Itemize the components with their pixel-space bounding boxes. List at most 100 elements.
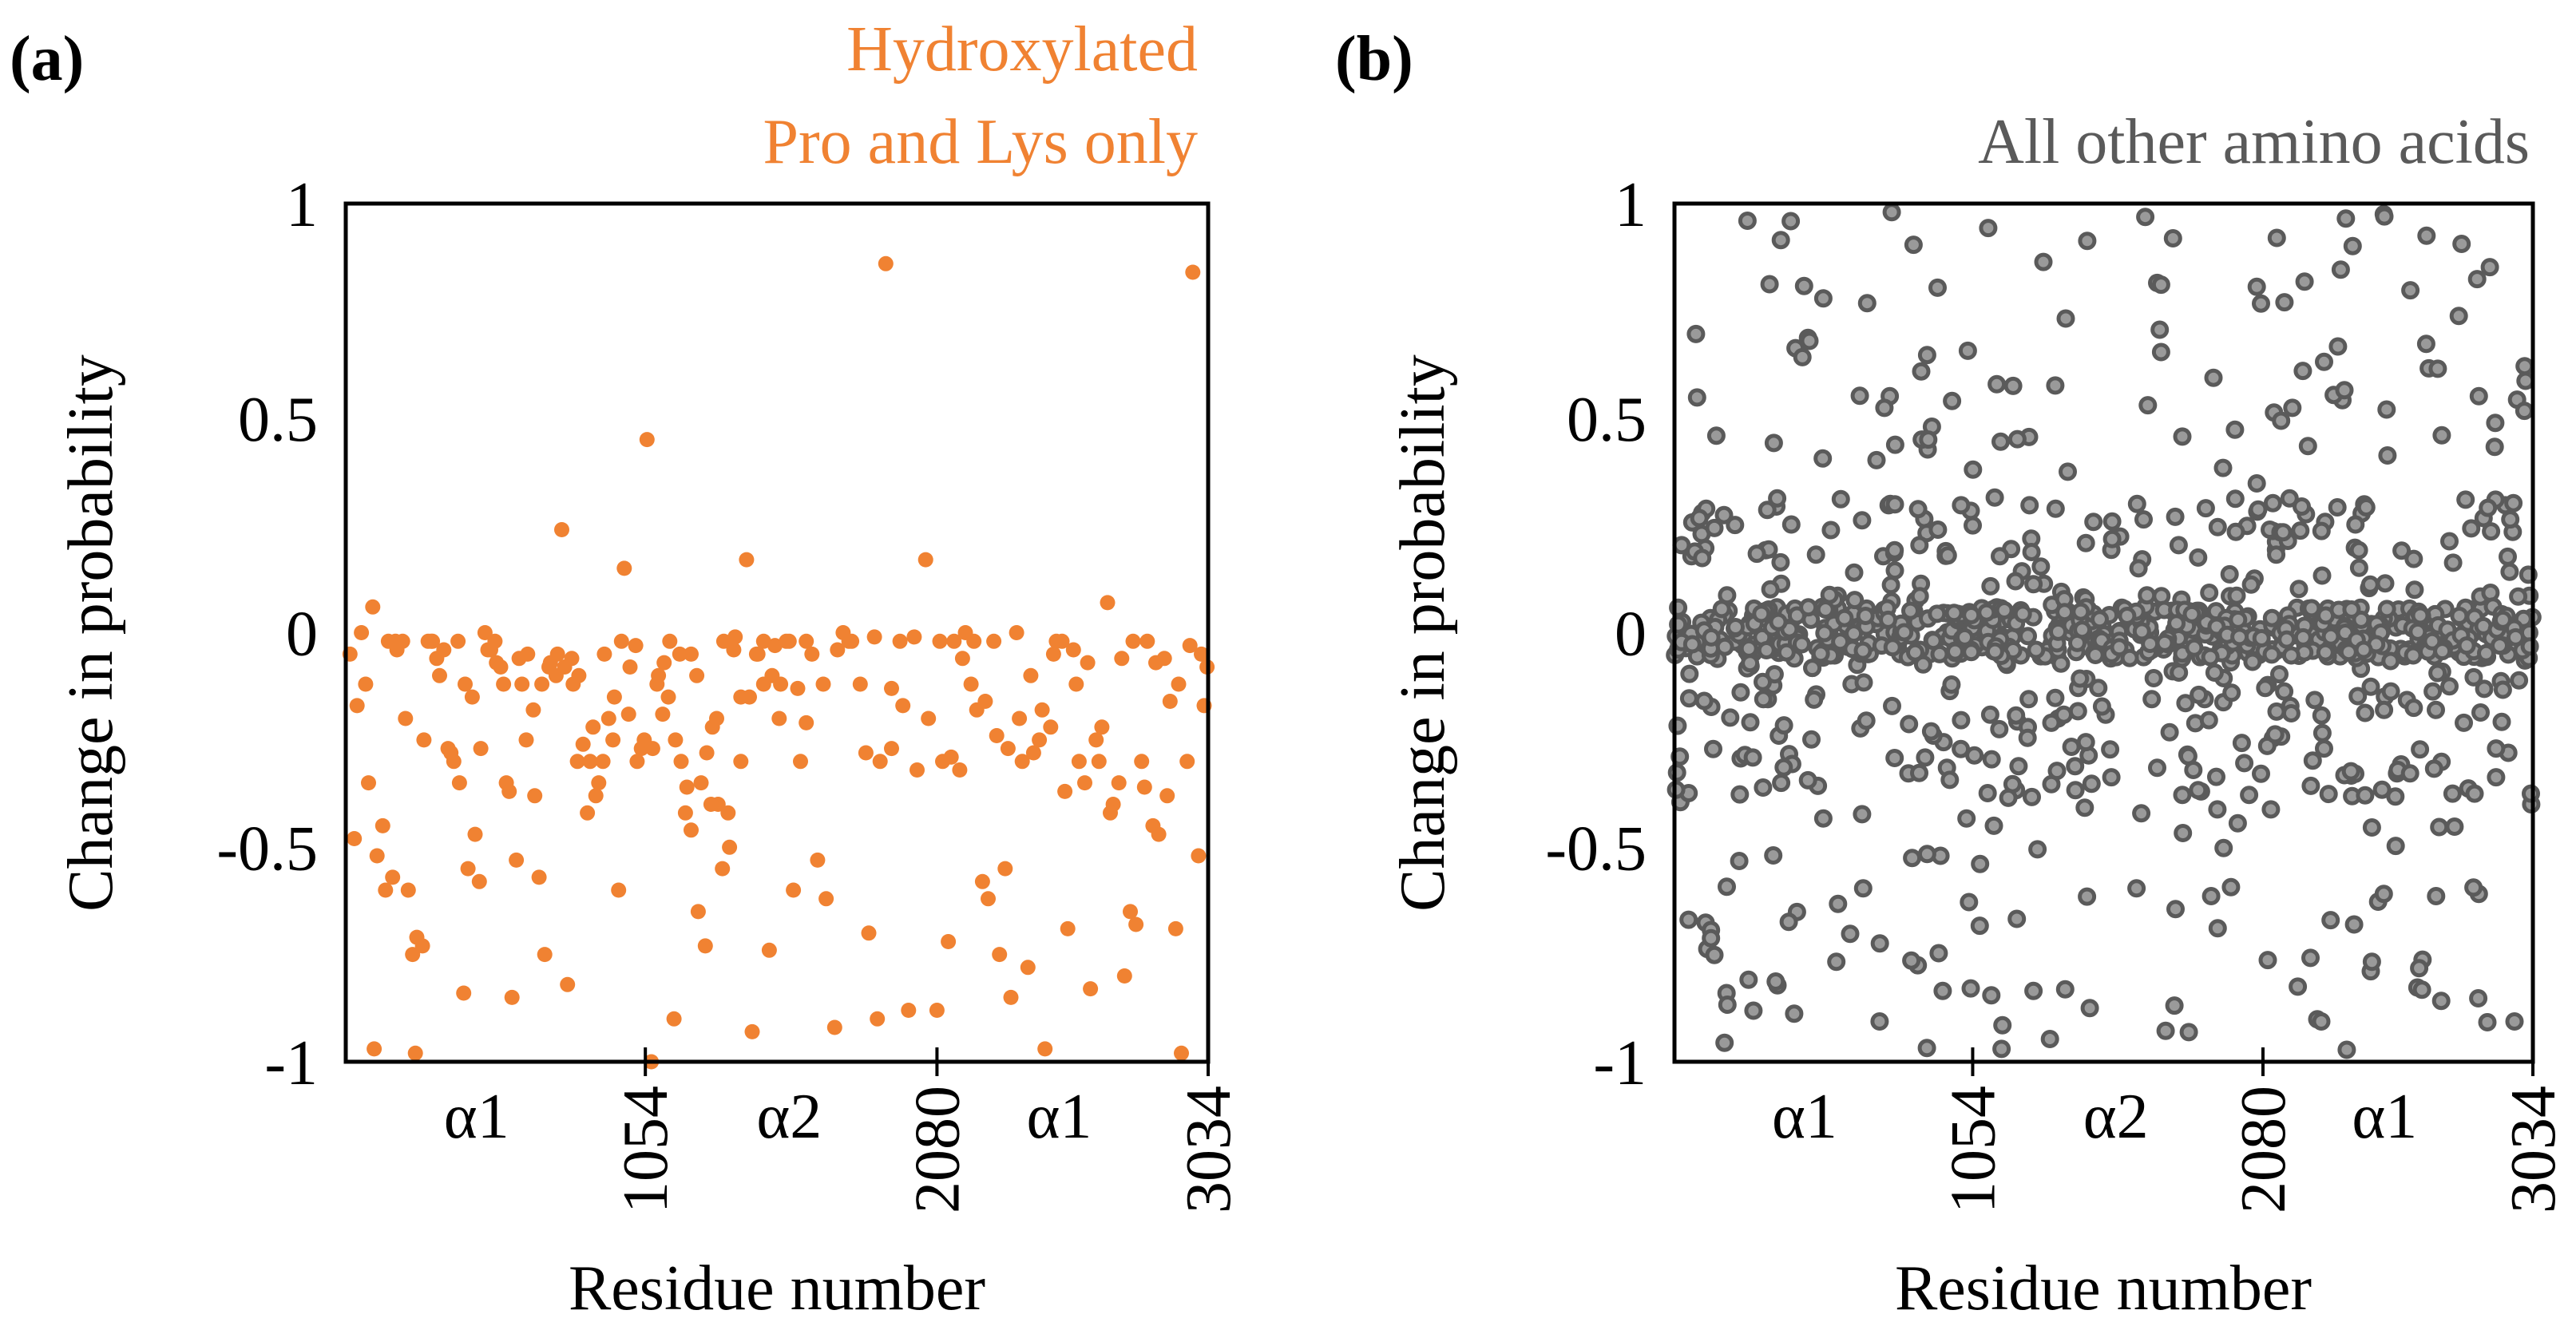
panel-b-data-point [2243, 652, 2262, 671]
panel-b-data-point [1895, 623, 1914, 642]
panel-a-data-point [1134, 754, 1150, 770]
panel-b-data-point [1705, 945, 1724, 964]
panel-a-data-point [870, 1011, 886, 1027]
panel-b-data-point [2226, 522, 2245, 541]
panel-b-data-point [2281, 704, 2301, 722]
panel-b-data-point [2068, 702, 2087, 721]
panel-b-data-point [1705, 518, 1724, 537]
panel-b-data-point [2205, 663, 2224, 682]
panel-b-data-point [2510, 671, 2529, 690]
panel-a-data-point [511, 651, 527, 667]
panel-a: (a) Hydroxylated Pro and Lys only 1 0.5 0 -… [10, 14, 1244, 1324]
panel-b-data-point [2433, 642, 2452, 661]
panel-a-data-point [595, 754, 611, 770]
panel-b-data-point [1760, 275, 1779, 294]
panel-b-data-point [1845, 563, 1864, 582]
panel-b-data-point [1771, 231, 1790, 250]
panel-a-data-point [668, 732, 684, 748]
panel-b-data-point [2404, 646, 2423, 665]
panel-a-data-point [639, 432, 655, 448]
panel-b-data-point [2118, 607, 2137, 625]
panel-a-data-point [596, 646, 612, 662]
panel-b-data-point [1917, 1039, 1936, 1058]
panel-b-data-point [2018, 728, 2037, 747]
panel-b-data-point [2040, 1030, 2059, 1048]
panel-b-data-point [1985, 642, 2004, 661]
panel-a-data-point [858, 745, 874, 761]
panel-a-data-point [1103, 805, 1118, 821]
panel-a-x-ticks: 1054 2080 3034 [611, 1047, 1244, 1213]
panel-a-data-point [742, 689, 757, 705]
panel-a-data-point [684, 646, 699, 662]
panel-b-data-point [2427, 700, 2445, 719]
panel-b-data-point [1885, 495, 1904, 514]
panel-b-data-point [2356, 786, 2375, 805]
panel-a-data-point [697, 938, 713, 954]
panel-b-data-point [1957, 809, 1976, 828]
panel-b-data-point [2411, 606, 2430, 625]
panel-b-data-point [2034, 252, 2053, 271]
panel-b-data-point [2225, 489, 2245, 509]
panel-b-data-point [1831, 632, 1850, 651]
panel-b-data-point [1726, 516, 1745, 535]
panel-a-data-point [369, 848, 385, 864]
panel-b-data-point [2013, 604, 2032, 623]
panel-a-data-point [748, 646, 764, 662]
panel-b-data-point [1995, 601, 2014, 619]
panel-a-data-point [720, 805, 736, 821]
panel-b-data-point [2449, 307, 2468, 326]
panel-b-data-point [1820, 585, 1839, 604]
panel-a-data-point [1020, 960, 1036, 976]
panel-b-data-point [2445, 817, 2464, 836]
panel-a-data-point [560, 976, 576, 992]
panel-a-data-point [932, 633, 948, 649]
panel-a-data-point [400, 882, 416, 898]
panel-b-data-point [2471, 703, 2490, 722]
panel-b-data-point [2046, 376, 2065, 395]
panel-a-data-point [1023, 667, 1039, 683]
panel-b-data-point [1779, 912, 1798, 932]
panel-b-data-point [2378, 446, 2397, 465]
panel-b-y-tick-label: -1 [1593, 1028, 1647, 1098]
panel-a-data-point [826, 1019, 842, 1035]
panel-a-data-point [733, 754, 749, 770]
panel-b-data-point [2049, 622, 2067, 641]
panel-a-data-point [1057, 783, 1073, 799]
panel-b-data-point [2316, 643, 2335, 662]
panel-b-data-point [1793, 347, 1812, 366]
panel-b-data-point [2504, 493, 2523, 513]
panel-b-data-point [2151, 342, 2170, 362]
panel-a-data-point [662, 633, 678, 649]
panel-b-x-axis-label: Residue number [1895, 1253, 2312, 1324]
panel-b-data-point [2222, 683, 2241, 703]
panel-b-data-point [1952, 496, 1971, 515]
panel-b-data-point [2199, 710, 2218, 730]
panel-a-data-point [1065, 642, 1081, 658]
panel-a-data-point [699, 745, 715, 761]
panel-a-title-line1: Hydroxylated [846, 14, 1198, 85]
panel-b-data-point [2289, 580, 2308, 599]
panel-a-data-point [456, 985, 472, 1001]
panel-a-data-point [451, 775, 467, 791]
panel-a-data-point [739, 552, 755, 568]
panel-b-data-point [1761, 580, 1780, 599]
panel-a-data-point [1014, 754, 1030, 770]
panel-b-data-point [1794, 276, 1813, 295]
panel-b-data-point [1731, 683, 1750, 702]
panel-b-data-point [2249, 500, 2268, 519]
panel-a-data-point [917, 552, 933, 568]
panel-b: (b) All other amino acids 1 0.5 0 -0.5 -1 10… [1335, 24, 2569, 1324]
panel-b-data-point [2493, 610, 2512, 629]
panel-a-data-point [1037, 1041, 1053, 1057]
panel-b-data-point [1857, 294, 1877, 313]
panel-a-data-point [1174, 1045, 1189, 1061]
panel-a-data-point [884, 741, 899, 757]
panel-a-data-point [764, 667, 780, 683]
panel-b-data-point [1813, 289, 1833, 308]
panel-b-data-point [1883, 638, 1902, 657]
panel-a-data-point [656, 655, 672, 671]
panel-b-data-point [2506, 627, 2525, 647]
panel-b-data-point [2230, 627, 2249, 647]
panel-b-data-point [1827, 952, 1846, 972]
panel-a-data-point [1136, 779, 1152, 795]
